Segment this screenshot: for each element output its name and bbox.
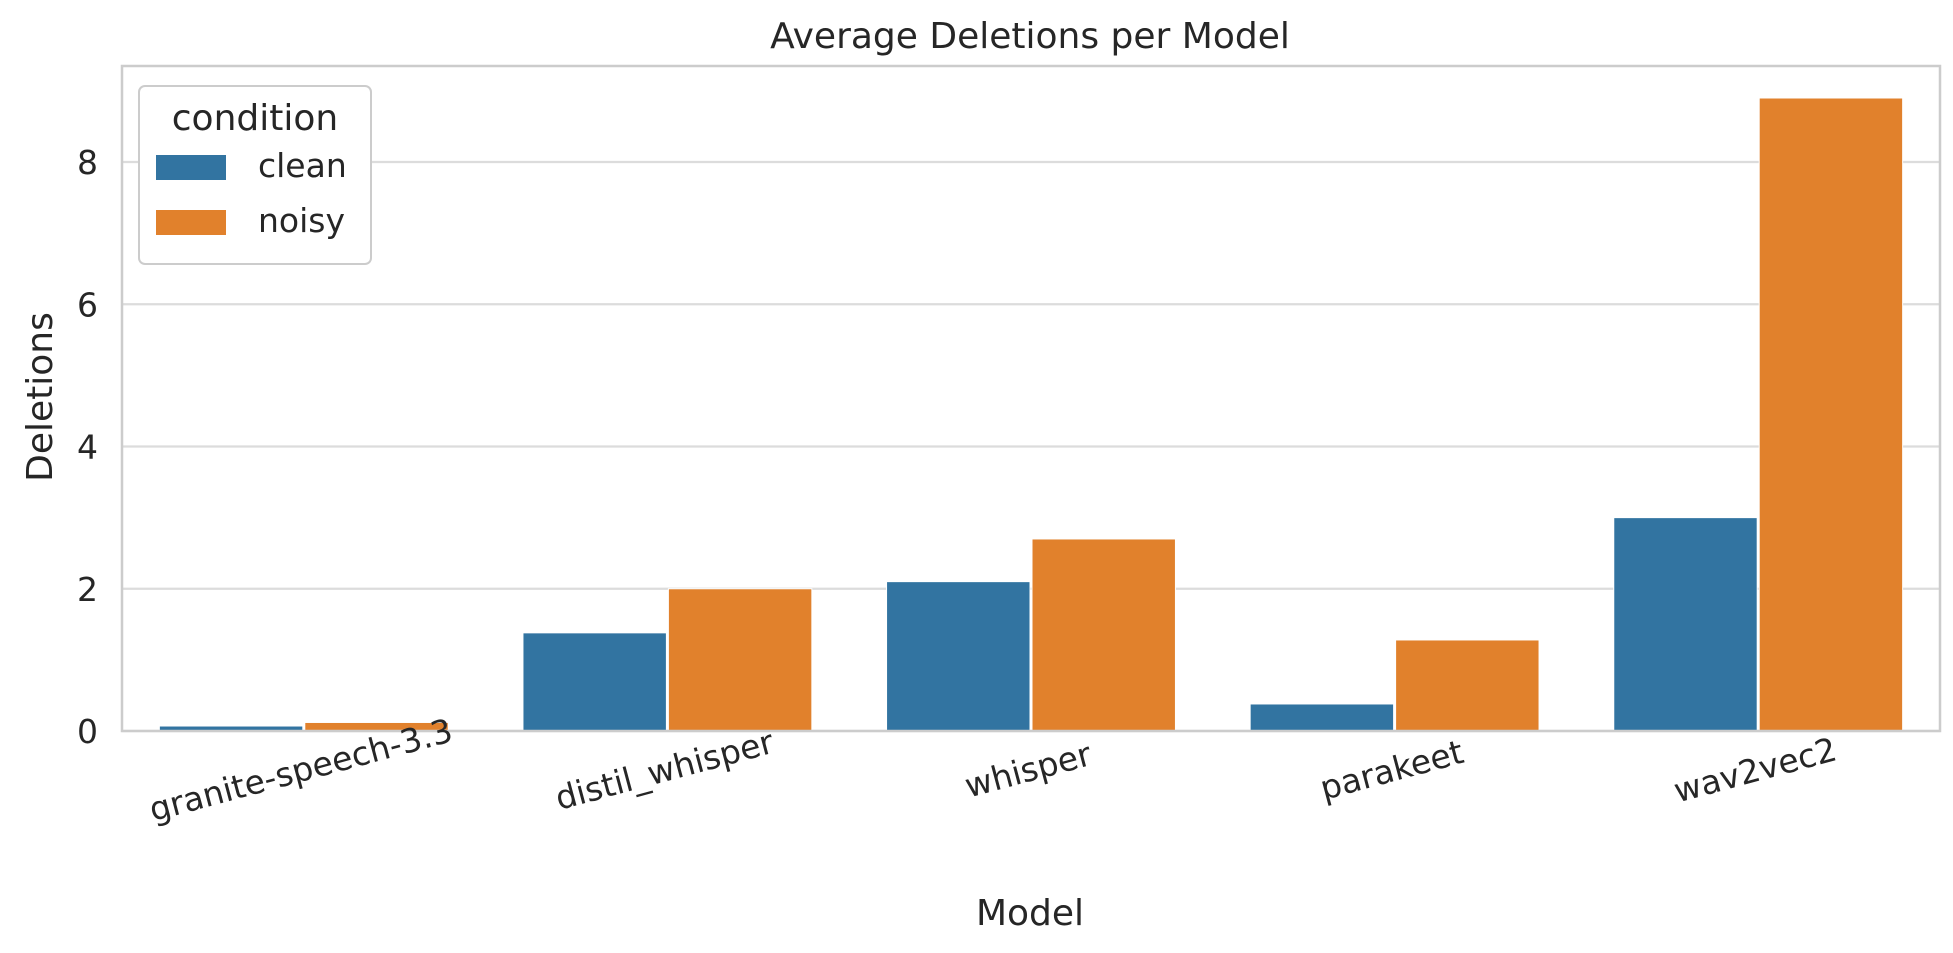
x-tick-label: wav2vec2	[1670, 729, 1841, 810]
x-tick-label: distil_whisper	[551, 722, 778, 818]
legend-title: condition	[172, 98, 338, 139]
y-tick-label: 6	[77, 285, 98, 324]
y-tick-label: 0	[77, 712, 98, 751]
y-axis-ticks: 0 2 4 6 8	[77, 143, 98, 751]
plot-frame	[120, 64, 1942, 733]
bars	[158, 97, 1904, 732]
bar-noisy	[1395, 639, 1540, 732]
legend: condition clean noisy	[138, 85, 372, 265]
bar-clean	[1613, 517, 1758, 732]
bar-noisy	[667, 588, 813, 732]
y-tick-label: 4	[77, 428, 98, 467]
chart-title: Average Deletions per Model	[770, 16, 1290, 57]
y-tick-label: 8	[77, 143, 98, 182]
y-tick-label: 2	[77, 570, 98, 609]
y-axis-label: Deletions	[20, 312, 61, 482]
legend-label-noisy: noisy	[258, 201, 345, 240]
bar-clean	[886, 581, 1031, 732]
legend-swatch-clean	[156, 155, 226, 180]
bar-noisy	[1758, 97, 1904, 732]
legend-label-clean: clean	[258, 146, 347, 185]
bar-noisy	[1031, 538, 1176, 732]
legend-swatch-noisy	[156, 210, 226, 235]
bar-clean	[522, 632, 667, 732]
legend-items: clean noisy	[156, 146, 347, 240]
x-tick-label: whisper	[961, 734, 1096, 805]
bar-clean	[1249, 703, 1395, 732]
x-axis-label: Model	[976, 893, 1084, 934]
x-tick-label: parakeet	[1316, 732, 1468, 808]
